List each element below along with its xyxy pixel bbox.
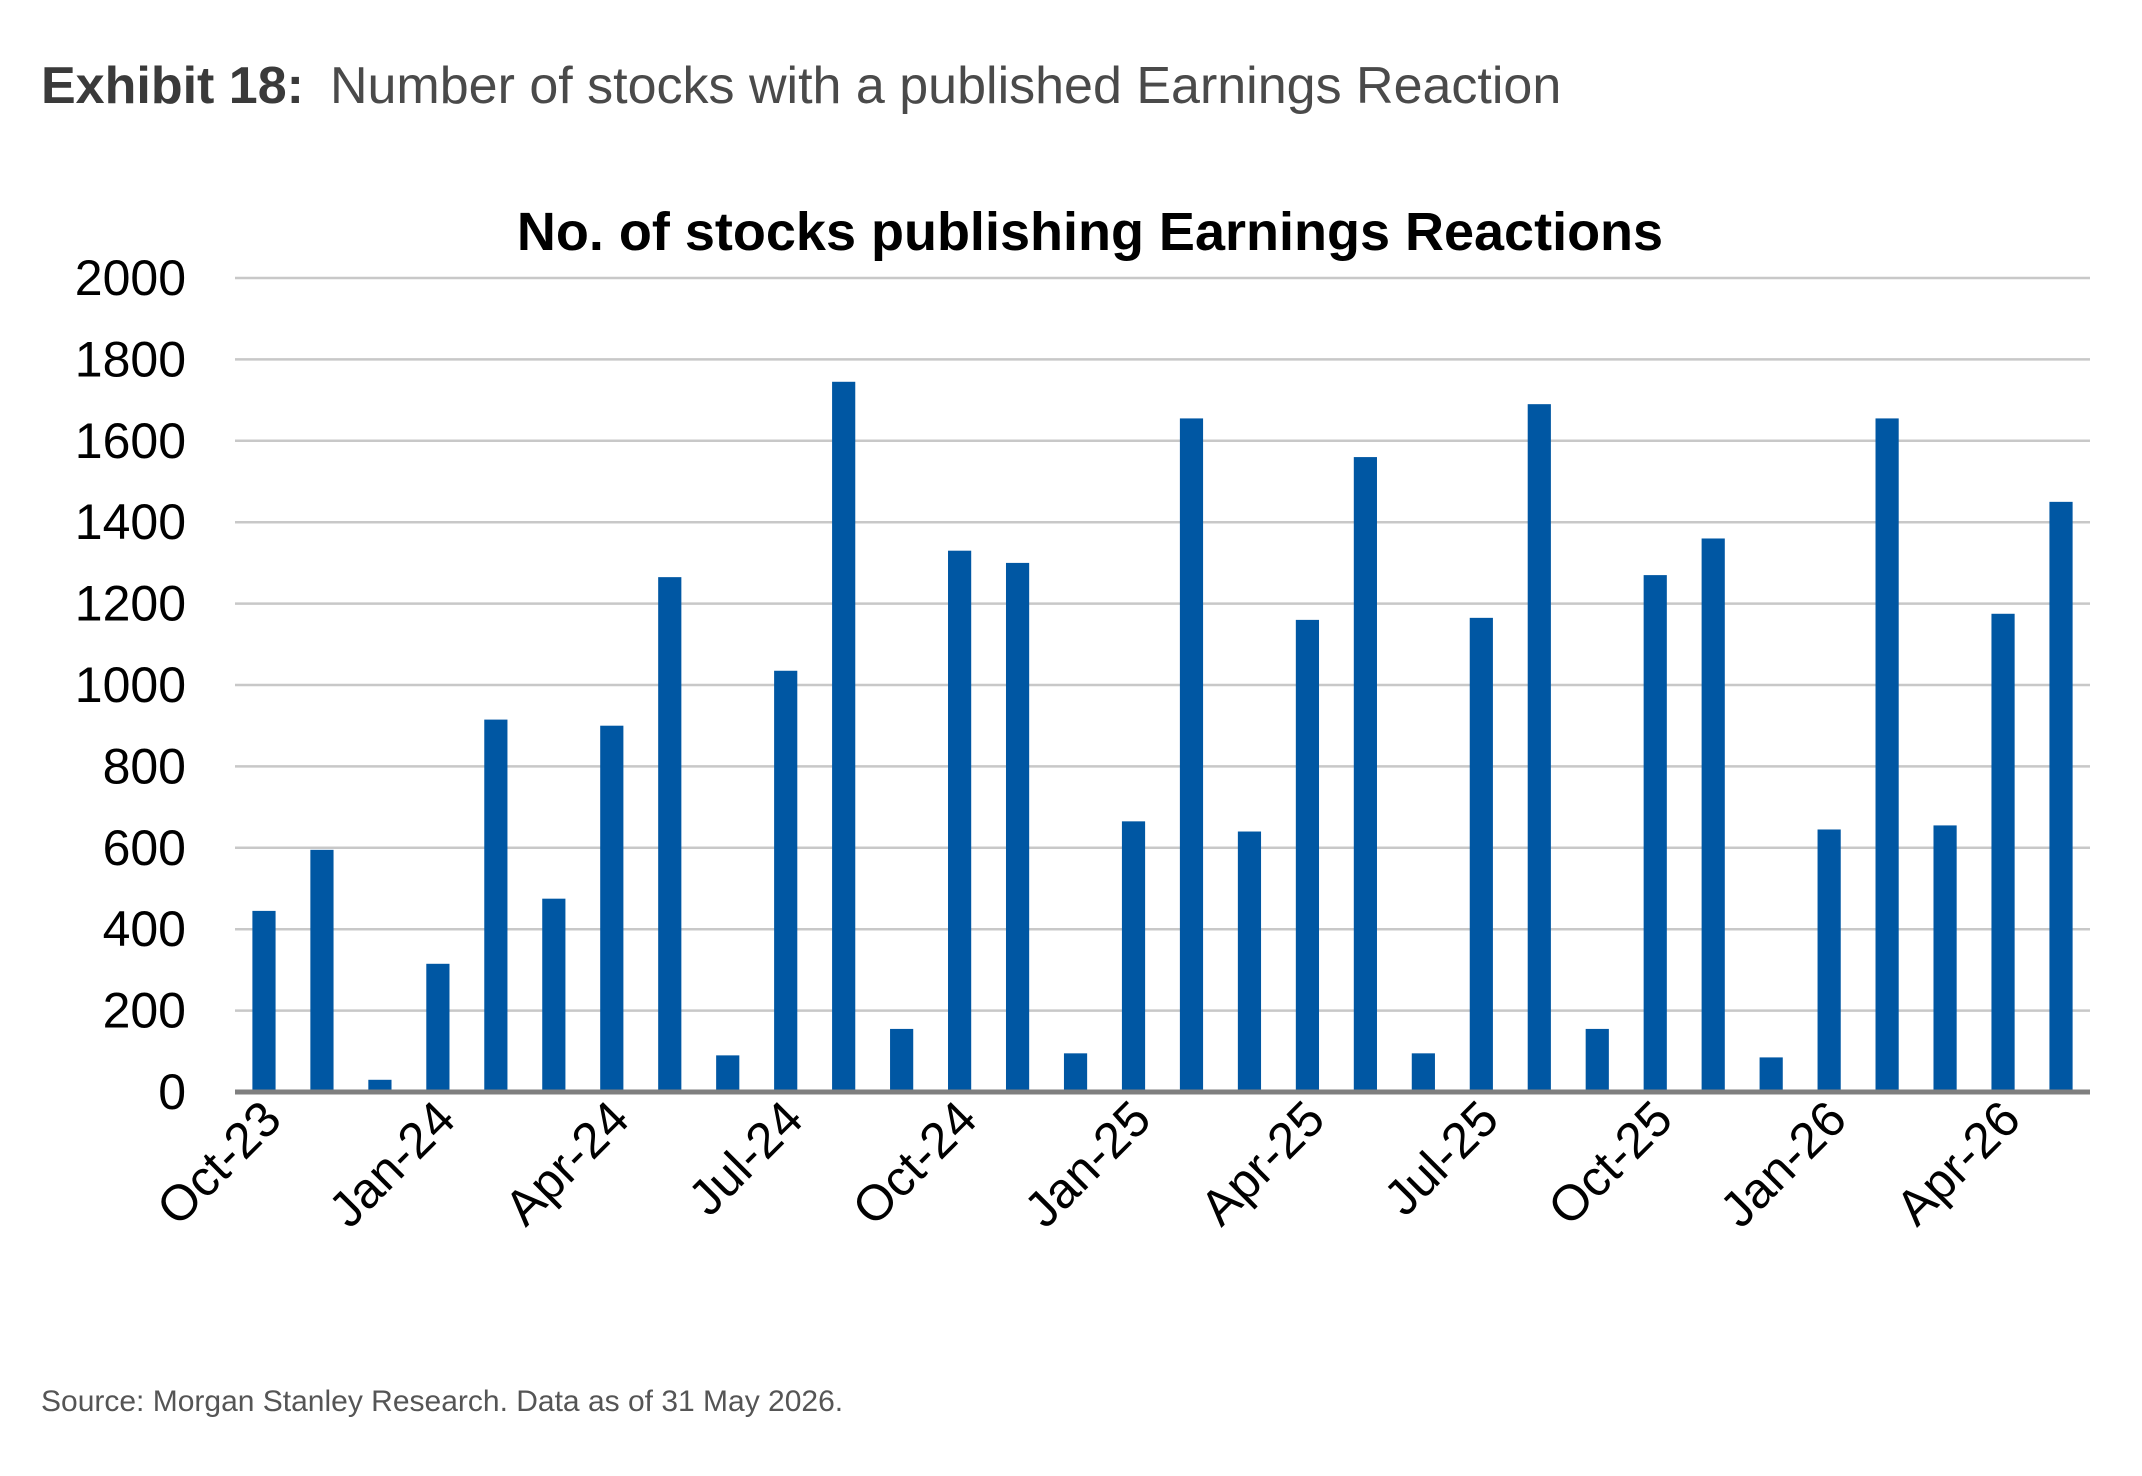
x-tick-label: Apr-26: [1885, 1090, 2031, 1236]
bar-jan-24: [426, 963, 450, 1092]
y-tick-label: 400: [103, 901, 186, 957]
bar-may-25: [1353, 457, 1377, 1093]
bar-oct-25: [1643, 575, 1667, 1092]
bar-apr-26: [1991, 613, 2015, 1092]
gridlines: [235, 276, 2090, 1012]
bar-jun-25: [1411, 1053, 1435, 1092]
y-tick-label: 1400: [75, 494, 186, 550]
bar-mar-26: [1933, 825, 1957, 1092]
bar-oct-24: [948, 550, 972, 1092]
chart-title: No. of stocks publishing Earnings Reacti…: [517, 202, 1663, 262]
x-tick-label: Apr-25: [1189, 1090, 1335, 1236]
source-note: Source: Morgan Stanley Research. Data as…: [41, 1385, 844, 1418]
bar-feb-26: [1875, 418, 1899, 1092]
bar-jul-24: [774, 670, 798, 1092]
y-tick-label: 1800: [75, 331, 186, 387]
x-tick-label: Oct-24: [842, 1090, 988, 1236]
x-tick-label: Jan-26: [1709, 1090, 1857, 1238]
x-tick-label: Jan-24: [318, 1090, 466, 1238]
bar-sep-24: [890, 1028, 914, 1092]
y-axis-tick-labels: 0 200 400 600 800 1000 1200 1400 1600 1800 2000: [75, 250, 186, 1120]
bar-may-24: [658, 577, 682, 1092]
y-tick-label: 600: [103, 820, 186, 876]
bar-dec-25: [1759, 1057, 1783, 1092]
bar-mar-25: [1237, 831, 1262, 1092]
bar-nov-25: [1701, 538, 1725, 1092]
bar-jul-25: [1469, 617, 1493, 1092]
bar-nov-24: [1005, 562, 1030, 1092]
y-tick-label: 200: [103, 983, 186, 1039]
bar-aug-25: [1527, 404, 1551, 1092]
bar-dec-24: [1063, 1053, 1088, 1092]
bar-feb-24: [484, 719, 508, 1092]
bar-jan-25: [1121, 821, 1146, 1092]
exhibit-header: Exhibit 18: Number of stocks with a publi…: [41, 56, 1561, 116]
x-tick-label: Jul-24: [678, 1090, 814, 1226]
bar-jun-24: [716, 1055, 740, 1092]
bar-jan-26: [1817, 829, 1841, 1092]
x-tick-label: Oct-25: [1537, 1090, 1683, 1236]
bars: [252, 381, 2073, 1093]
y-tick-label: 2000: [75, 250, 186, 306]
bar-oct-23: [252, 910, 276, 1092]
x-axis-tick-labels: Oct-23 Jan-24 Apr-24 Jul-24 Oct-24 Jan-25 Apr-…: [146, 1090, 2031, 1238]
exhibit-label: Exhibit 18:: [41, 57, 304, 115]
bar-sep-25: [1585, 1028, 1609, 1092]
bar-dec-23: [368, 1079, 392, 1092]
bar-apr-25: [1295, 619, 1320, 1092]
y-tick-label: 0: [158, 1064, 186, 1120]
bar-apr-24: [600, 725, 624, 1092]
y-tick-label: 1600: [75, 413, 186, 469]
y-tick-label: 1000: [75, 657, 186, 713]
y-tick-label: 800: [103, 738, 186, 794]
y-tick-label: 1200: [75, 576, 186, 632]
x-tick-label: Jul-25: [1373, 1090, 1509, 1226]
x-tick-label: Apr-24: [494, 1090, 640, 1236]
bar-nov-23: [310, 849, 334, 1092]
bar-may-26: [2049, 501, 2073, 1093]
bar-feb-25: [1179, 418, 1204, 1092]
x-tick-label: Jan-25: [1014, 1090, 1162, 1238]
bar-mar-24: [542, 898, 566, 1092]
exhibit-title: Number of stocks with a published Earnin…: [329, 57, 1562, 115]
bar-aug-24: [832, 381, 856, 1092]
